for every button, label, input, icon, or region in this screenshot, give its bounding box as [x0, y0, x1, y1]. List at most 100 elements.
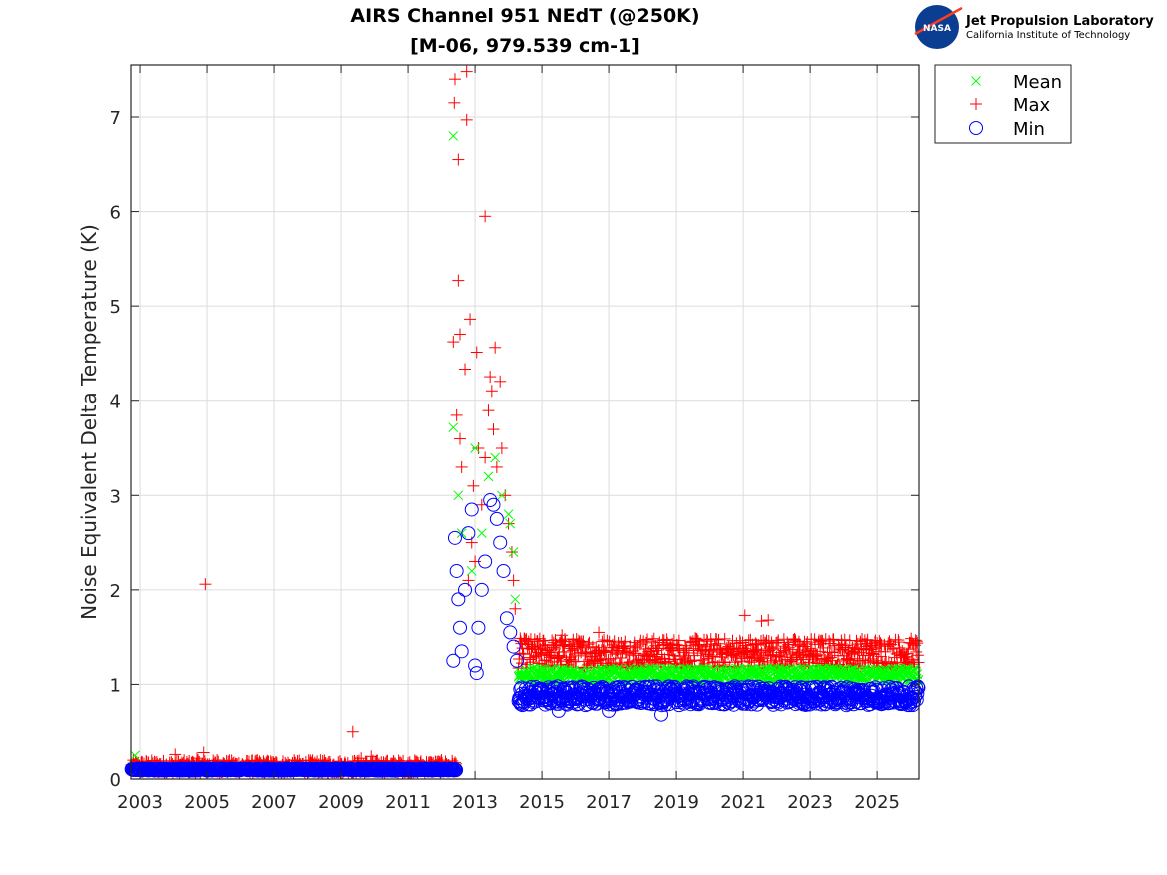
data-point-max — [827, 633, 840, 646]
x-tick-label: 2025 — [854, 792, 900, 813]
data-point-max — [459, 363, 472, 376]
legend-max-plus-icon — [970, 98, 982, 110]
data-point-max — [505, 546, 518, 559]
data-point-min — [643, 687, 658, 702]
data-point-min — [496, 563, 511, 578]
y-tick-label: 7 — [110, 108, 121, 129]
data-point-min — [478, 554, 493, 569]
data-point-max — [538, 638, 551, 651]
data-point-max — [479, 210, 492, 223]
data-point-max — [558, 646, 571, 659]
data-point-max — [845, 648, 858, 661]
data-point-max — [764, 649, 777, 662]
chart-title: AIRS Channel 951 NEdT (@250K) — [350, 5, 699, 27]
data-point-max — [718, 632, 731, 645]
legend-min-circle-icon — [969, 121, 983, 135]
legend-marker — [971, 76, 981, 86]
data-point-max — [739, 642, 752, 655]
data-point-max — [484, 371, 497, 384]
x-tick-label: 2015 — [519, 792, 565, 813]
data-point-mean — [510, 594, 521, 605]
data-point-max — [910, 635, 923, 648]
data-point-min — [499, 611, 514, 626]
x-tick-label: 2019 — [653, 792, 699, 813]
data-point-max — [599, 645, 612, 658]
data-point-mean — [910, 664, 920, 675]
legend-entry-max: Max — [970, 95, 1051, 116]
data-point-min — [449, 563, 464, 578]
data-point-max — [641, 633, 654, 646]
data-point-max — [482, 404, 495, 417]
data-point-max — [761, 649, 774, 662]
data-point-max — [507, 574, 520, 587]
data-point-max — [448, 73, 461, 86]
data-point-max — [527, 651, 540, 664]
data-point-max — [794, 651, 807, 664]
data-point-min — [486, 497, 501, 512]
data-point-max — [614, 651, 627, 664]
data-point-max — [763, 640, 776, 653]
chart-subtitle: [M-06, 979.539 cm-1] — [410, 35, 640, 57]
legend-marker — [969, 121, 983, 135]
x-tick-label: 2017 — [586, 792, 632, 813]
data-point-max — [883, 635, 896, 648]
data-point-mean — [130, 750, 140, 761]
data-point-max — [600, 646, 613, 659]
legend-marker — [970, 98, 982, 110]
data-point-min — [449, 762, 464, 777]
data-point-mean — [490, 452, 501, 463]
x-tick-label: 2003 — [117, 792, 163, 813]
data-point-max — [738, 609, 751, 622]
data-point-max — [755, 615, 768, 628]
data-point-max — [628, 636, 641, 649]
data-point-max — [666, 644, 679, 657]
data-point-max — [735, 655, 748, 668]
jpl-logo: NASA Jet Propulsion Laboratory Californi… — [914, 5, 1154, 49]
data-point-min — [597, 681, 612, 696]
data-point-max — [489, 341, 502, 354]
data-point-max — [598, 634, 611, 647]
data-point-max — [863, 640, 876, 653]
org-subtitle: California Institute of Technology — [966, 30, 1130, 41]
y-tick-label: 2 — [110, 581, 121, 602]
data-point-min — [522, 682, 537, 697]
x-tick-label: 2007 — [251, 792, 297, 813]
y-axis-label: Noise Equivalent Delta Temperature (K) — [77, 224, 101, 620]
data-point-max — [771, 636, 784, 649]
data-point-mean — [537, 664, 548, 675]
data-point-min — [468, 658, 483, 673]
data-point-max — [460, 113, 473, 126]
x-tick-label: 2013 — [452, 792, 498, 813]
data-point-max — [911, 637, 924, 650]
data-point-max — [757, 652, 770, 665]
data-point-max — [594, 652, 607, 665]
data-point-min — [493, 535, 508, 550]
data-point-max — [593, 626, 606, 639]
data-point-max — [770, 637, 783, 650]
data-point-mean — [448, 422, 459, 433]
data-point-max — [485, 385, 498, 398]
legend-entry-min: Min — [969, 119, 1045, 140]
data-point-max — [452, 153, 465, 166]
data-point-max — [509, 602, 522, 615]
data-point-max — [556, 629, 569, 642]
data-point-max — [858, 634, 871, 647]
data-point-max — [837, 654, 850, 667]
data-point-min — [703, 680, 718, 695]
data-point-max — [523, 642, 536, 655]
data-point-min — [654, 707, 669, 722]
data-point-max — [680, 644, 693, 657]
y-tick-label: 6 — [110, 203, 121, 224]
data-point-max — [766, 643, 779, 656]
data-point-max — [490, 460, 503, 473]
data-point-max — [479, 451, 492, 464]
data-point-max — [534, 648, 547, 661]
data-point-max — [454, 328, 467, 341]
data-point-max — [620, 646, 633, 659]
data-point-max — [470, 346, 483, 359]
org-name: Jet Propulsion Laboratory — [965, 14, 1154, 29]
nasa-swoosh-icon — [914, 6, 963, 36]
y-tick-label: 5 — [110, 297, 121, 318]
data-point-max — [495, 442, 508, 455]
data-point-max — [450, 408, 463, 421]
